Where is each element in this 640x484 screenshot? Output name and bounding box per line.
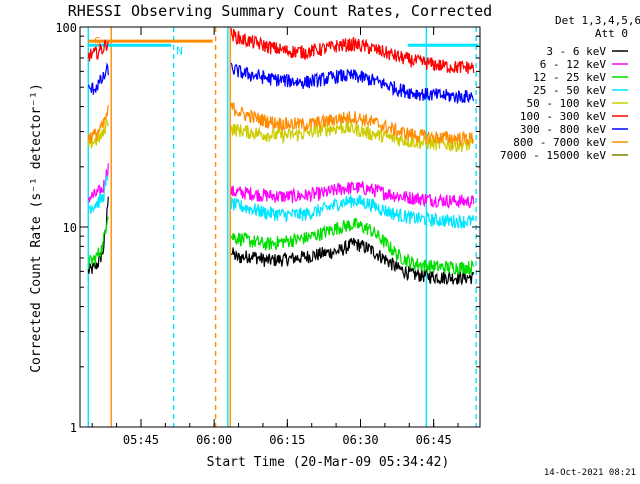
legend-label-5: 100 - 300 keV [520, 110, 606, 123]
series-line-7-1 [230, 102, 475, 146]
legend-label-2: 12 - 25 keV [533, 71, 606, 84]
series-line-5-1 [230, 28, 475, 74]
legend-header-line-2: Att 0 [595, 27, 628, 40]
series-line-6-1 [230, 62, 475, 105]
series-line-1-1 [230, 180, 475, 209]
series-line-2-0 [88, 216, 109, 269]
x-tick-label-4: 06:45 [416, 433, 452, 447]
x-tick-label-3: 06:30 [342, 433, 378, 447]
series-line-3-0 [87, 173, 109, 214]
series-line-3-1 [230, 194, 475, 229]
series-line-4-1 [230, 121, 474, 153]
y-axis-label: Corrected Count Rate (s⁻¹ detector⁻¹) [29, 83, 44, 373]
x-tick-label-1: 06:00 [196, 433, 232, 447]
y-tick-label-2: 100 [55, 21, 77, 35]
y-tick-label-0: 1 [70, 421, 77, 435]
x-tick-label-2: 06:15 [269, 433, 305, 447]
legend-header-line-1: Det 1,3,4,5,6,9, [555, 14, 640, 27]
x-axis-label: Start Time (20-Mar-09 05:34:42) [207, 455, 450, 470]
legend-label-0: 3 - 6 keV [546, 45, 606, 58]
series-line-0-1 [230, 237, 475, 286]
chart-title: RHESSI Observing Summary Count Rates, Co… [68, 2, 492, 20]
series-line-5-0 [87, 39, 109, 62]
legend-label-3: 25 - 50 keV [533, 84, 606, 97]
plot-area: S N 05:45 06:00 06:15 06:30 06:45 1 10 100 [55, 21, 481, 447]
series-line-2-1 [230, 217, 475, 275]
flag-label-n: N [176, 44, 183, 57]
legend-label-8: 7000 - 15000 keV [500, 149, 606, 162]
legend-label-6: 300 - 800 keV [520, 123, 606, 136]
legend-label-4: 50 - 100 keV [527, 97, 607, 110]
legend-label-1: 6 - 12 keV [540, 58, 607, 71]
x-tick-label-0: 05:45 [123, 433, 159, 447]
y-tick-label-1: 10 [63, 221, 77, 235]
footer-date: 14-Oct-2021 08:21 [544, 468, 636, 478]
legend-label-7: 800 - 7000 keV [513, 136, 606, 149]
series-line-7-0 [87, 105, 109, 144]
flag-label-s: S [94, 35, 101, 48]
series-line-6-0 [87, 62, 109, 95]
